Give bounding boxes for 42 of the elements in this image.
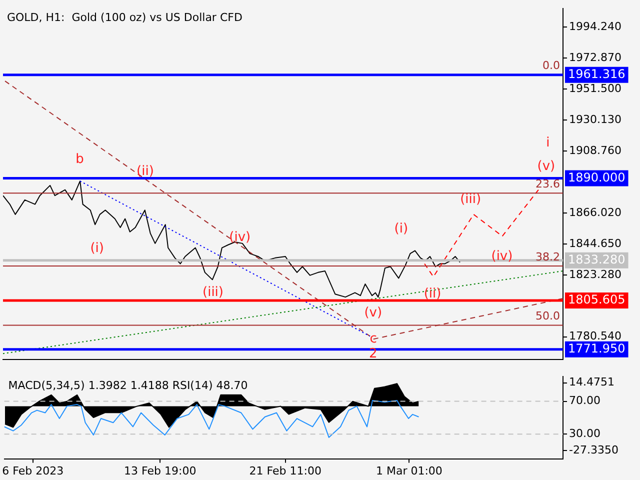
annotation: (v) <box>364 305 382 320</box>
y-tick-label: 1930.130 <box>569 112 622 126</box>
x-tick-label: 13 Feb 19:00 <box>124 464 196 478</box>
annotation: (i) <box>90 240 104 256</box>
annotation: (iii) <box>460 192 482 208</box>
y2-tick-label: 30.00 <box>569 427 600 440</box>
y2-tick-label: 70.00 <box>569 394 600 408</box>
ref-line-label: 1961.316 <box>568 66 626 81</box>
chart-title: MACD(5,34,5) 1.3982 1.4188 RSI(14) 48.70 <box>8 378 248 392</box>
x-tick-label: 6 Feb 2023 <box>2 464 64 478</box>
y-tick-label: 1972.870 <box>569 50 622 64</box>
annotation: 2 <box>369 346 378 362</box>
annotation: (iv) <box>229 230 251 246</box>
y-tick-label: 1951.500 <box>569 82 622 95</box>
x-tick-label: 21 Feb 11:00 <box>249 464 322 478</box>
annotation: 38.2 <box>536 250 560 264</box>
ref-line-label: 1833.280 <box>568 252 626 267</box>
ref-line-label: 1890.000 <box>568 170 626 184</box>
annotation: i <box>546 136 550 151</box>
y-tick-label: 1908.760 <box>569 144 622 157</box>
y-tick-label: 1866.020 <box>569 206 622 219</box>
annotation: (iv) <box>491 248 513 264</box>
y-tick-label: 1823.280 <box>569 268 622 281</box>
x-tick-label: 1 Mar 01:00 <box>376 464 442 478</box>
annotation: (ii) <box>424 286 442 302</box>
ref-line-label: 1805.605 <box>568 292 626 307</box>
annotation: (iii) <box>202 285 224 300</box>
annotation: (v) <box>537 158 556 174</box>
annotation: c <box>370 331 377 346</box>
y-tick-label: 14.4751 <box>569 376 614 389</box>
ref-line-label: 1771.950 <box>568 341 626 356</box>
chart-title: GOLD, H1: Gold (100 oz) vs US Dollar CFD <box>7 10 242 24</box>
annotation: b <box>76 152 84 167</box>
y-tick-label: 1994.240 <box>569 20 622 33</box>
y-tick-label: 1780.540 <box>569 330 622 343</box>
annotation: (i) <box>394 221 408 236</box>
y-tick-label: 1844.650 <box>569 236 622 250</box>
annotation: 50.0 <box>536 310 560 323</box>
y-tick-label: -27.3350 <box>569 443 618 456</box>
annotation: 0.0 <box>542 59 560 72</box>
annotation: (ii) <box>136 164 154 180</box>
annotation: 23.6 <box>536 177 560 190</box>
